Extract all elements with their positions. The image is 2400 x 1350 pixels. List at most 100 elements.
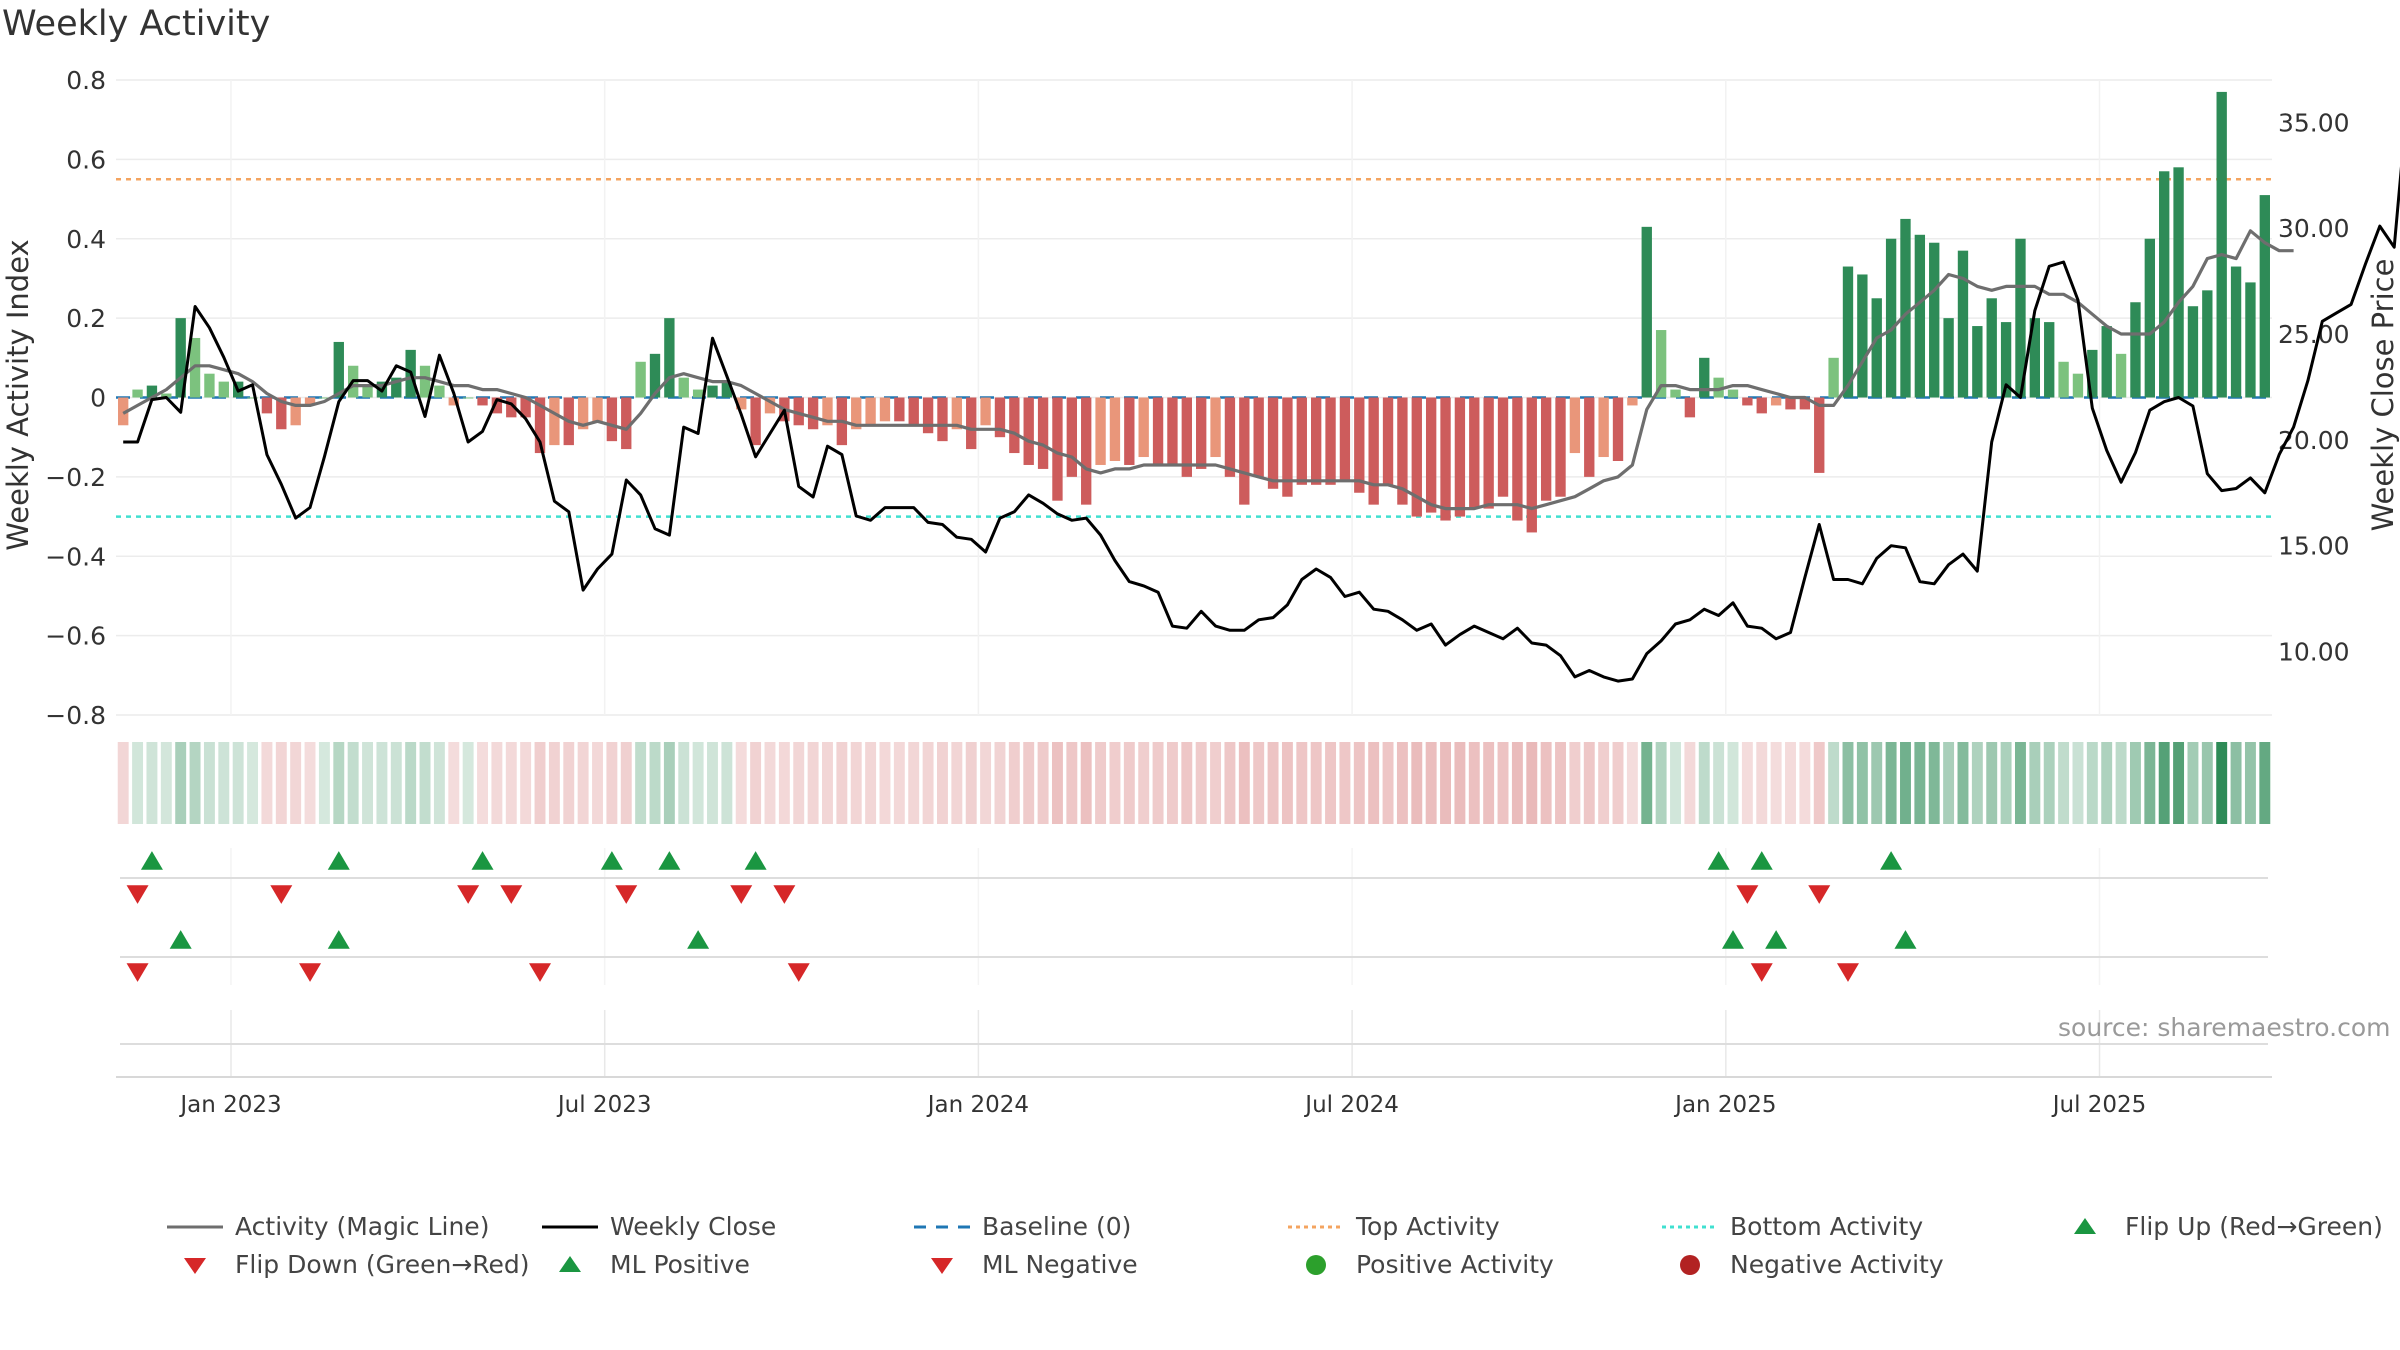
- activity-bar: [391, 377, 402, 398]
- activity-bar: [592, 397, 603, 422]
- activity-bar: [966, 397, 977, 450]
- legend-dash-swatch: [914, 1225, 970, 1228]
- activity-bar: [477, 397, 488, 406]
- ml-negative-marker: [1750, 963, 1773, 982]
- heat-cell: [778, 742, 790, 824]
- activity-bar: [1569, 397, 1581, 454]
- heat-cell: [1166, 742, 1178, 824]
- activity-bar: [1972, 326, 1983, 398]
- activity-bar: [879, 397, 891, 422]
- y2-tick-label: 25.00: [2278, 320, 2350, 349]
- heat-cell: [1138, 742, 1150, 824]
- legend-label: Flip Up (Red→Green): [2125, 1212, 2383, 1241]
- heat-cell: [1842, 742, 1854, 824]
- activity-bar: [1871, 298, 1882, 398]
- activity-bar: [1828, 357, 1839, 398]
- ml-positive-marker: [1894, 930, 1917, 949]
- legend-label: Bottom Activity: [1730, 1212, 1924, 1241]
- heat-cell: [1900, 742, 1911, 824]
- activity-bar: [1770, 397, 1782, 406]
- activity-bar: [2072, 373, 2084, 398]
- activity-bar: [462, 397, 474, 399]
- flip-marker-rows: [116, 851, 2272, 1078]
- heat-cell: [1210, 742, 1222, 824]
- heat-cell: [1569, 742, 1581, 824]
- heat-cell: [965, 742, 977, 824]
- x-axis-ticks: Jan 2023 Jul 2023 Jan 2024 Jul 2024 Jan 2025…: [178, 1092, 2146, 1118]
- activity-bar: [635, 361, 646, 398]
- heat-cell: [1914, 742, 1926, 824]
- y-axis-label: Weekly Activity Index: [1, 239, 35, 550]
- activity-bar: [894, 397, 905, 422]
- heat-cell: [606, 742, 618, 824]
- heat-cell: [1741, 742, 1753, 824]
- activity-bar: [1612, 397, 1624, 461]
- heat-cell: [1799, 742, 1811, 824]
- activity-bar: [1052, 397, 1063, 501]
- activity-bar: [1138, 397, 1149, 458]
- ml-positive-marker: [1765, 930, 1788, 949]
- activity-bar: [319, 397, 330, 399]
- heat-cell: [1051, 742, 1063, 824]
- flip-down-marker: [1736, 885, 1759, 904]
- heat-cell: [2086, 742, 2098, 824]
- heat-cell: [448, 742, 460, 824]
- heat-cell: [247, 742, 259, 824]
- flip-up-marker: [1707, 851, 1730, 870]
- magic-line: [122, 229, 2294, 511]
- activity-bar: [2130, 302, 2141, 398]
- flip-up-marker: [1880, 851, 1903, 870]
- flip-up-marker: [1750, 851, 1773, 870]
- heat-cell: [1626, 742, 1638, 824]
- y-tick-label: −0.2: [45, 463, 106, 492]
- activity-bar: [649, 353, 661, 398]
- triangle-up-icon: [559, 1255, 581, 1272]
- heat-cell: [1066, 742, 1078, 824]
- weekly-close-line: [123, 166, 2400, 683]
- heat-cell: [1296, 742, 1308, 824]
- activity-bar: [1224, 397, 1236, 477]
- heat-cell: [1440, 742, 1451, 824]
- activity-bar: [1339, 397, 1351, 481]
- heat-cell: [707, 742, 718, 824]
- ml-positive-marker: [327, 930, 350, 949]
- y-tick-label: 0.8: [66, 66, 106, 95]
- heat-cell: [793, 742, 805, 824]
- ml-negative-marker: [1836, 963, 1859, 982]
- heat-cell: [1971, 742, 1983, 824]
- heat-cell: [1080, 742, 1092, 824]
- heat-cell: [1468, 742, 1480, 824]
- activity-bar: [851, 397, 862, 430]
- activity-bar: [2230, 266, 2242, 398]
- activity-bar: [750, 397, 761, 446]
- activity-bar: [1009, 397, 1020, 454]
- heat-cell: [635, 742, 647, 824]
- heat-cell: [1224, 742, 1236, 824]
- heat-cell: [1885, 742, 1897, 824]
- legend-item: Flip Down (Green→Red): [165, 1250, 530, 1279]
- heat-cell: [980, 742, 992, 824]
- activity-bar: [1627, 397, 1638, 406]
- activity-bar: [448, 397, 459, 406]
- activity-bar: [1742, 397, 1753, 406]
- heat-cell: [1670, 742, 1681, 824]
- activity-bar: [1081, 397, 1092, 505]
- activity-bar: [1756, 397, 1767, 414]
- flip-up-marker: [140, 851, 163, 870]
- heat-cell: [721, 742, 733, 824]
- activity-bar: [1986, 298, 1997, 398]
- legend-line-swatch: [542, 1225, 598, 1228]
- heat-cell: [1684, 742, 1696, 824]
- heat-cell: [2101, 742, 2113, 824]
- activity-bar: [937, 397, 948, 442]
- activity-bar: [2101, 326, 2112, 398]
- activity-bar: [1598, 397, 1609, 458]
- heat-cell: [1339, 742, 1351, 824]
- activity-bar: [520, 397, 531, 418]
- activity-bar: [1540, 397, 1552, 501]
- activity-bar: [994, 397, 1006, 438]
- heat-cell: [2144, 742, 2156, 824]
- activity-bar: [506, 397, 517, 418]
- activity-bar: [1684, 397, 1696, 418]
- flip-down-marker: [615, 885, 638, 904]
